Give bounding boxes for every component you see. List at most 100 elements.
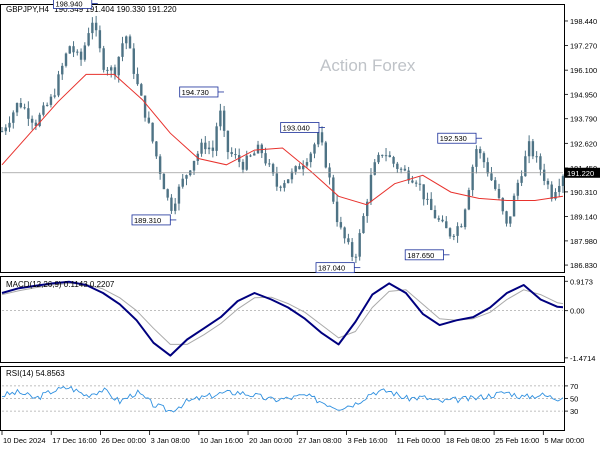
candle-body <box>158 156 162 174</box>
candle-body <box>181 178 184 187</box>
candle-body <box>286 179 290 184</box>
candle-body <box>478 149 482 154</box>
candle-body <box>106 69 109 71</box>
macd-label: MACD(12,26,9) 0.1143 0.2207 <box>6 280 115 289</box>
candle-body <box>467 190 471 210</box>
rsi-tick-label: 70 <box>570 382 578 391</box>
candle-body <box>207 147 211 150</box>
candle-body <box>366 201 369 217</box>
x-tick-label: 3 Feb 16:00 <box>347 436 387 445</box>
candle-body <box>418 183 422 185</box>
candle-body <box>539 156 542 170</box>
price-tick-label: 187.980 <box>570 237 597 246</box>
candle-body <box>271 164 275 174</box>
candle-body <box>121 43 124 57</box>
price-tick-label: 193.790 <box>570 115 597 124</box>
candle-body <box>79 51 83 60</box>
chart-header: GBPJPY,H4 190.349 191.404 190.330 191.22… <box>6 5 177 14</box>
candle-body <box>456 226 459 236</box>
candle-body <box>98 30 102 49</box>
candle-body <box>463 209 467 228</box>
macd-tick-label: 0.00 <box>570 307 585 316</box>
rsi-tick-label: 50 <box>570 395 578 404</box>
candle-body <box>497 188 501 198</box>
candle-body <box>196 153 199 161</box>
candle-body <box>8 122 11 128</box>
current-price-tag <box>565 167 600 178</box>
candle-body <box>527 141 531 157</box>
annotation-label: 187.040 <box>318 264 345 273</box>
annotation-label: 194.730 <box>182 88 209 97</box>
candle-body <box>471 166 474 191</box>
x-tick-label: 25 Feb 16:00 <box>495 436 539 445</box>
candle-body <box>109 67 113 71</box>
candle-body <box>354 256 358 258</box>
candle-body <box>45 104 49 106</box>
candle-body <box>290 171 294 180</box>
candle-body <box>215 126 218 151</box>
ohlc-label: 190.349 191.404 190.330 191.220 <box>54 5 177 14</box>
candle-body <box>83 45 87 60</box>
candle-body <box>384 155 388 157</box>
candle-body <box>452 235 456 237</box>
candle-body <box>350 242 354 257</box>
candle-body <box>317 132 320 145</box>
annotation-label: 189.310 <box>134 216 161 225</box>
candle-body <box>403 168 407 171</box>
candle-body <box>294 166 297 172</box>
candle-body <box>30 118 34 123</box>
x-tick-label: 20 Jan 00:00 <box>249 436 292 445</box>
price-tick-label: 189.140 <box>570 212 597 221</box>
x-tick-label: 5 Mar 00:00 <box>544 436 584 445</box>
candle-body <box>512 195 516 217</box>
candle-body <box>302 165 305 170</box>
x-tick-label: 11 Feb 00:00 <box>397 436 441 445</box>
candle-body <box>482 153 486 163</box>
annotation-box <box>179 86 219 98</box>
candle-body <box>234 154 237 156</box>
candle-body <box>358 233 361 257</box>
candle-body <box>177 186 181 204</box>
candle-body <box>279 186 282 188</box>
candle-body <box>441 219 444 222</box>
candle-body <box>241 161 245 170</box>
candle-body <box>430 198 433 210</box>
macd-line <box>1 280 564 357</box>
candle-body <box>94 22 98 31</box>
candle-body <box>343 227 346 239</box>
candle-body <box>448 228 452 237</box>
candle-body <box>388 155 392 158</box>
annotation-label: 192.530 <box>440 134 467 143</box>
candle-body <box>68 46 71 54</box>
macd-panel-frame <box>0 276 565 363</box>
price-layer: 198.440 197.270 196.100 194.950 193.790 192.6… <box>0 0 600 274</box>
candle-body <box>57 74 60 96</box>
candle-body <box>320 132 324 143</box>
candle-body <box>117 56 120 76</box>
price-tick-label: 196.100 <box>570 66 597 75</box>
candle-body <box>407 170 410 181</box>
annotation-box <box>315 262 355 274</box>
price-tick-label: 192.620 <box>570 139 597 148</box>
candle-body <box>313 144 316 154</box>
candle-body <box>4 127 7 132</box>
candle-body <box>324 142 327 168</box>
candle-body <box>414 182 418 184</box>
candle-body <box>501 197 504 212</box>
price-tick-label: 197.270 <box>570 42 597 51</box>
candle-body <box>34 122 38 126</box>
candle-body <box>211 147 215 151</box>
candle-body <box>546 180 550 185</box>
candle-body <box>166 189 169 198</box>
candle-body <box>125 36 128 44</box>
watermark: Action Forex <box>320 56 416 75</box>
x-tick-label: 27 Jan 08:00 <box>298 436 341 445</box>
candle-body <box>49 96 53 105</box>
candle-body <box>494 180 497 189</box>
candle-body <box>155 141 158 157</box>
x-tick-label: 10 Dec 2024 <box>3 436 46 445</box>
rsi-layer: RSI(14) 54.8563 70 50 30 <box>1 369 578 416</box>
candle-body <box>437 218 440 220</box>
candle-body <box>509 216 512 224</box>
